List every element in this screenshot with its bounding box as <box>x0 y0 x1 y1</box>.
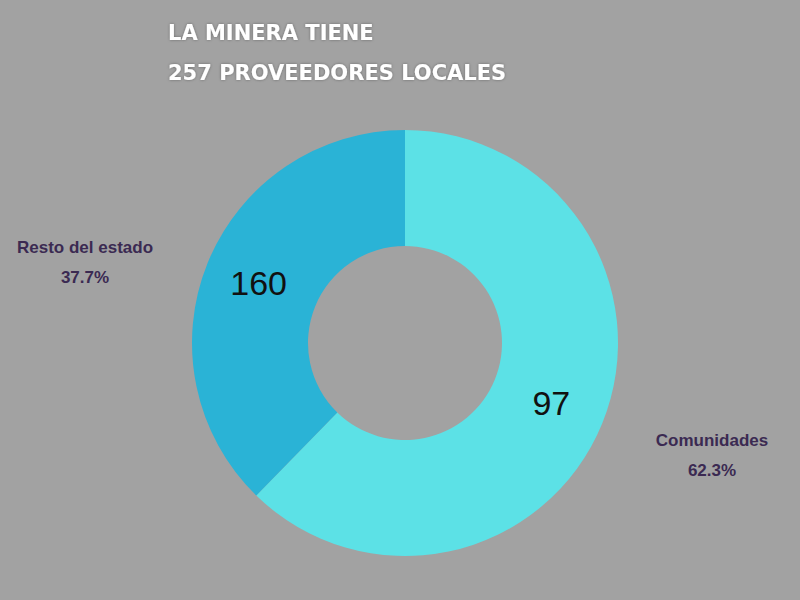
svg-text:Resto del estado: Resto del estado <box>17 238 153 257</box>
svg-text:97: 97 <box>532 384 570 422</box>
svg-text:62.3%: 62.3% <box>688 461 736 480</box>
svg-text:Comunidades: Comunidades <box>656 431 768 450</box>
svg-text:LA MINERA TIENE: LA MINERA TIENE <box>168 21 374 45</box>
svg-text:37.7%: 37.7% <box>61 268 109 287</box>
svg-text:160: 160 <box>230 264 287 302</box>
svg-text:257 PROVEEDORES LOCALES: 257 PROVEEDORES LOCALES <box>168 61 506 85</box>
